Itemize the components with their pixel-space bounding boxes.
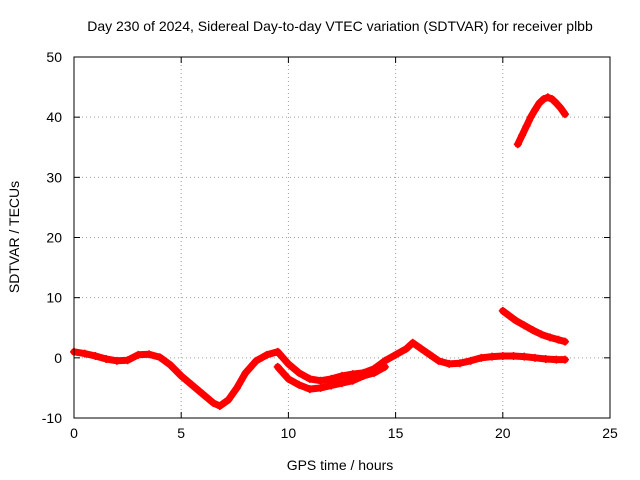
data-point xyxy=(187,380,196,389)
data-point xyxy=(359,371,368,380)
data-point xyxy=(522,122,531,131)
data-point xyxy=(112,356,121,365)
data-point xyxy=(560,337,569,346)
data-point xyxy=(545,333,554,342)
data-point xyxy=(215,401,224,410)
data-point xyxy=(417,344,426,353)
data-point xyxy=(434,356,443,365)
data-point xyxy=(391,350,400,359)
data-point xyxy=(552,99,561,108)
data-point xyxy=(402,344,411,353)
data-point xyxy=(556,104,565,113)
data-point xyxy=(209,398,218,407)
data-point xyxy=(273,362,282,371)
grid xyxy=(74,57,610,418)
data-point xyxy=(511,316,520,325)
data-point xyxy=(509,352,518,361)
data-point xyxy=(535,99,544,108)
data-point xyxy=(455,359,464,368)
data-point xyxy=(543,93,552,102)
data-point xyxy=(445,359,454,368)
data-point xyxy=(488,352,497,361)
plot-frame xyxy=(73,56,611,419)
data-point xyxy=(554,335,563,344)
data-point xyxy=(513,140,522,149)
data-point xyxy=(198,389,207,398)
data-point xyxy=(232,383,241,392)
data-point xyxy=(408,338,417,347)
data-point xyxy=(284,359,293,368)
series-arc-trace xyxy=(514,93,569,148)
data-point xyxy=(102,355,111,364)
data-point xyxy=(327,381,336,390)
x-axis-label: GPS time / hours xyxy=(287,457,394,473)
data-point xyxy=(224,395,233,404)
data-point xyxy=(166,361,175,370)
y-tick-label: 30 xyxy=(46,169,62,185)
data-point xyxy=(498,306,507,315)
data-point xyxy=(295,368,304,377)
data-point xyxy=(305,385,314,394)
data-point xyxy=(123,356,132,365)
data-point xyxy=(530,105,539,114)
data-point xyxy=(520,352,529,361)
data-point xyxy=(526,113,535,122)
chart-title: Day 230 of 2024, Sidereal Day-to-day VTE… xyxy=(87,18,593,34)
y-tick-label: -10 xyxy=(42,410,62,426)
data-point xyxy=(134,350,143,359)
data-point xyxy=(338,379,346,388)
x-tick-label: 5 xyxy=(177,425,185,441)
x-tick-label: 20 xyxy=(495,425,511,441)
data-point xyxy=(284,374,293,383)
y-tick-label: 50 xyxy=(46,49,62,65)
data-point xyxy=(505,311,514,320)
data-point xyxy=(548,95,557,104)
data-point xyxy=(338,371,346,380)
data-point xyxy=(273,347,282,356)
data-point xyxy=(370,368,379,377)
data-point xyxy=(518,131,527,140)
y-tick-label: 20 xyxy=(46,230,62,246)
data-point xyxy=(530,353,539,362)
x-tick-label: 0 xyxy=(70,425,78,441)
x-tick-label: 10 xyxy=(281,425,297,441)
data-point xyxy=(425,350,434,359)
data-point xyxy=(348,376,357,385)
data-point xyxy=(145,350,154,359)
data-point xyxy=(539,95,548,104)
data-point xyxy=(262,350,271,359)
data-point xyxy=(380,362,389,371)
x-tick-label: 25 xyxy=(602,425,618,441)
y-axis-label: SDTVAR / TECUs xyxy=(6,181,22,293)
data-point xyxy=(316,383,325,392)
data-point xyxy=(91,352,100,361)
data-point xyxy=(560,110,569,119)
data-point xyxy=(537,330,546,339)
data-point xyxy=(552,355,561,364)
y-tick-label: 10 xyxy=(46,290,62,306)
data-point xyxy=(155,353,164,362)
data-point xyxy=(241,368,250,377)
data-point xyxy=(520,321,529,330)
data-marks xyxy=(70,93,569,410)
data-point xyxy=(295,380,304,389)
data-point xyxy=(498,352,507,361)
data-point xyxy=(560,355,569,364)
data-point xyxy=(177,371,186,380)
data-point xyxy=(477,353,486,362)
data-point xyxy=(466,356,475,365)
data-point xyxy=(541,355,550,364)
series-main-trace xyxy=(70,339,569,410)
x-tick-label: 15 xyxy=(388,425,404,441)
data-point xyxy=(80,349,89,358)
y-tick-label: 0 xyxy=(54,350,62,366)
y-tick-label: 40 xyxy=(46,109,62,125)
data-point xyxy=(252,356,261,365)
data-point xyxy=(305,374,314,383)
data-point xyxy=(528,326,537,335)
data-point xyxy=(316,376,325,385)
